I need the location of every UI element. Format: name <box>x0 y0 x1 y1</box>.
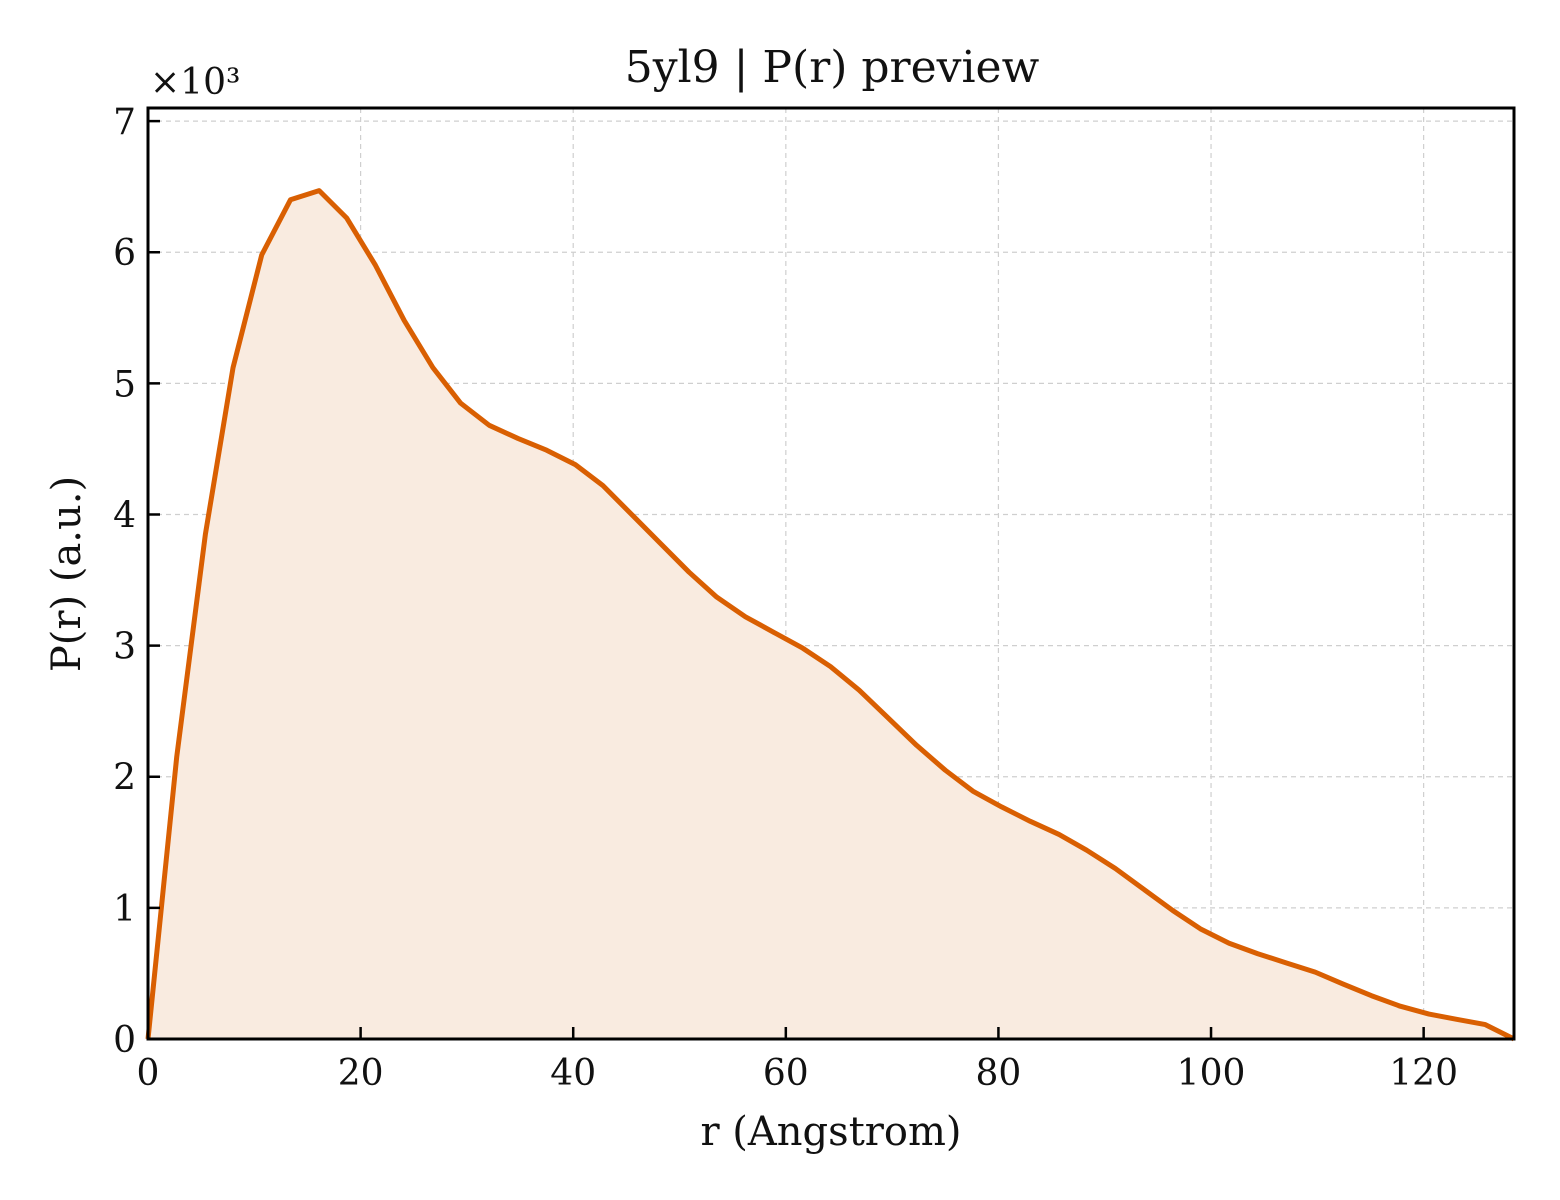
x-tick-label: 20 <box>338 1053 384 1094</box>
y-multiplier-label: ×10³ <box>150 62 240 103</box>
y-tick-label: 7 <box>113 102 136 143</box>
pr-curve-line <box>145 188 1516 1042</box>
x-tick-label: 120 <box>1389 1053 1458 1094</box>
x-axis-label: r (Angstrom) <box>700 1109 961 1155</box>
x-tick-label: 100 <box>1177 1053 1246 1094</box>
pr-area-fill <box>148 190 1514 1040</box>
y-tick-label: 2 <box>113 758 136 799</box>
y-tick-label: 4 <box>113 495 136 536</box>
y-tick-label: 0 <box>113 1020 136 1061</box>
x-tick-label: 60 <box>763 1053 809 1094</box>
x-tick-label: 0 <box>137 1053 160 1094</box>
chart-title: 5yl9 | P(r) preview <box>625 42 1040 93</box>
y-tick-label: 1 <box>113 889 136 930</box>
axis-ticks: 0 20 40 60 80 100 120 0 1 2 3 4 5 6 7 <box>113 102 1458 1094</box>
x-tick-label: 40 <box>550 1053 596 1094</box>
plot-frame <box>146 106 1516 1041</box>
y-tick-label: 3 <box>113 627 136 668</box>
y-tick-label: 6 <box>113 233 136 274</box>
y-axis-label: P(r) (a.u.) <box>44 476 90 672</box>
y-tick-label: 5 <box>113 364 136 405</box>
x-tick-label: 80 <box>976 1053 1022 1094</box>
